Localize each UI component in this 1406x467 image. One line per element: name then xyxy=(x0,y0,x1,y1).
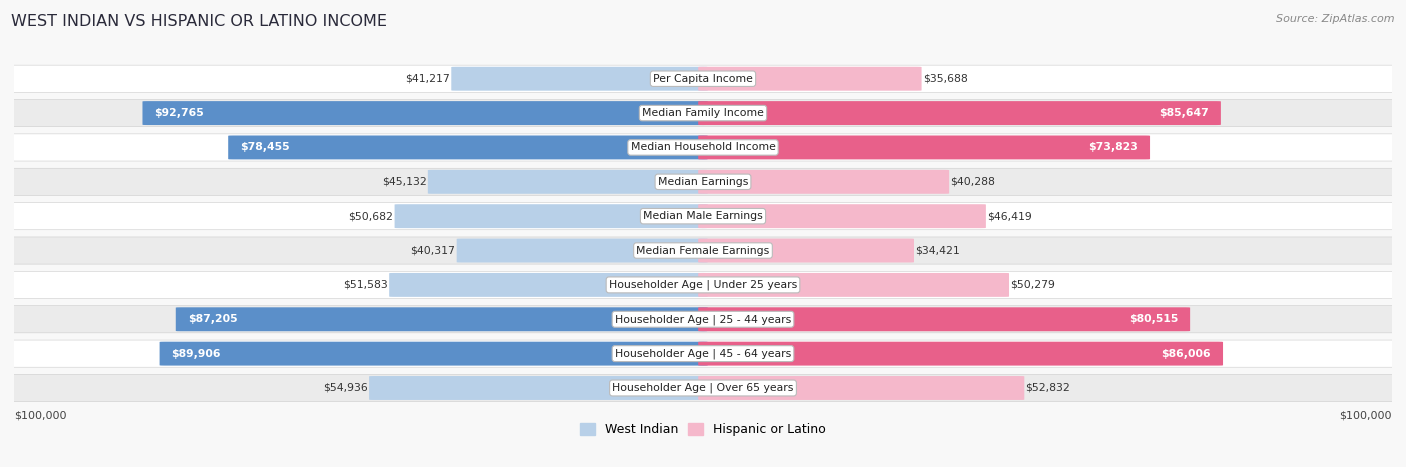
FancyBboxPatch shape xyxy=(451,67,707,91)
Text: Median Earnings: Median Earnings xyxy=(658,177,748,187)
Text: $51,583: $51,583 xyxy=(343,280,388,290)
FancyBboxPatch shape xyxy=(699,67,921,91)
Text: $41,217: $41,217 xyxy=(405,74,450,84)
Text: WEST INDIAN VS HISPANIC OR LATINO INCOME: WEST INDIAN VS HISPANIC OR LATINO INCOME xyxy=(11,14,387,29)
Text: $40,317: $40,317 xyxy=(411,246,456,255)
FancyBboxPatch shape xyxy=(457,239,707,262)
Text: $80,515: $80,515 xyxy=(1129,314,1178,324)
FancyBboxPatch shape xyxy=(699,170,949,194)
Text: $54,936: $54,936 xyxy=(323,383,368,393)
Text: $35,688: $35,688 xyxy=(922,74,967,84)
FancyBboxPatch shape xyxy=(699,239,914,262)
FancyBboxPatch shape xyxy=(11,237,1395,264)
Text: Householder Age | Over 65 years: Householder Age | Over 65 years xyxy=(612,383,794,393)
Text: $45,132: $45,132 xyxy=(382,177,426,187)
Text: $73,823: $73,823 xyxy=(1088,142,1137,152)
FancyBboxPatch shape xyxy=(11,99,1395,127)
Text: Householder Age | 25 - 44 years: Householder Age | 25 - 44 years xyxy=(614,314,792,325)
Legend: West Indian, Hispanic or Latino: West Indian, Hispanic or Latino xyxy=(575,418,831,441)
Text: $50,279: $50,279 xyxy=(1010,280,1054,290)
FancyBboxPatch shape xyxy=(699,273,1010,297)
FancyBboxPatch shape xyxy=(699,204,986,228)
Text: $52,832: $52,832 xyxy=(1025,383,1070,393)
FancyBboxPatch shape xyxy=(699,376,1025,400)
FancyBboxPatch shape xyxy=(11,375,1395,402)
FancyBboxPatch shape xyxy=(699,135,1150,159)
Text: $46,419: $46,419 xyxy=(987,211,1032,221)
Text: Householder Age | Under 25 years: Householder Age | Under 25 years xyxy=(609,280,797,290)
FancyBboxPatch shape xyxy=(389,273,707,297)
Text: Median Male Earnings: Median Male Earnings xyxy=(643,211,763,221)
Text: Median Household Income: Median Household Income xyxy=(630,142,776,152)
FancyBboxPatch shape xyxy=(11,340,1395,367)
FancyBboxPatch shape xyxy=(395,204,707,228)
FancyBboxPatch shape xyxy=(370,376,707,400)
FancyBboxPatch shape xyxy=(11,203,1395,230)
FancyBboxPatch shape xyxy=(11,134,1395,161)
Text: $87,205: $87,205 xyxy=(188,314,238,324)
Text: Source: ZipAtlas.com: Source: ZipAtlas.com xyxy=(1277,14,1395,24)
FancyBboxPatch shape xyxy=(228,135,707,159)
Text: $92,765: $92,765 xyxy=(155,108,204,118)
Text: Median Female Earnings: Median Female Earnings xyxy=(637,246,769,255)
FancyBboxPatch shape xyxy=(142,101,707,125)
Text: Per Capita Income: Per Capita Income xyxy=(652,74,754,84)
FancyBboxPatch shape xyxy=(699,101,1220,125)
Text: $40,288: $40,288 xyxy=(950,177,995,187)
FancyBboxPatch shape xyxy=(11,306,1395,333)
FancyBboxPatch shape xyxy=(699,342,1223,366)
Text: $100,000: $100,000 xyxy=(14,411,66,421)
Text: $50,682: $50,682 xyxy=(349,211,394,221)
Text: $86,006: $86,006 xyxy=(1161,349,1211,359)
Text: Median Family Income: Median Family Income xyxy=(643,108,763,118)
FancyBboxPatch shape xyxy=(160,342,707,366)
FancyBboxPatch shape xyxy=(11,65,1395,92)
FancyBboxPatch shape xyxy=(699,307,1189,331)
Text: $100,000: $100,000 xyxy=(1340,411,1392,421)
Text: Householder Age | 45 - 64 years: Householder Age | 45 - 64 years xyxy=(614,348,792,359)
FancyBboxPatch shape xyxy=(176,307,707,331)
Text: $89,906: $89,906 xyxy=(172,349,221,359)
Text: $85,647: $85,647 xyxy=(1159,108,1209,118)
FancyBboxPatch shape xyxy=(11,271,1395,298)
Text: $78,455: $78,455 xyxy=(240,142,290,152)
FancyBboxPatch shape xyxy=(427,170,707,194)
Text: $34,421: $34,421 xyxy=(915,246,960,255)
FancyBboxPatch shape xyxy=(11,168,1395,195)
